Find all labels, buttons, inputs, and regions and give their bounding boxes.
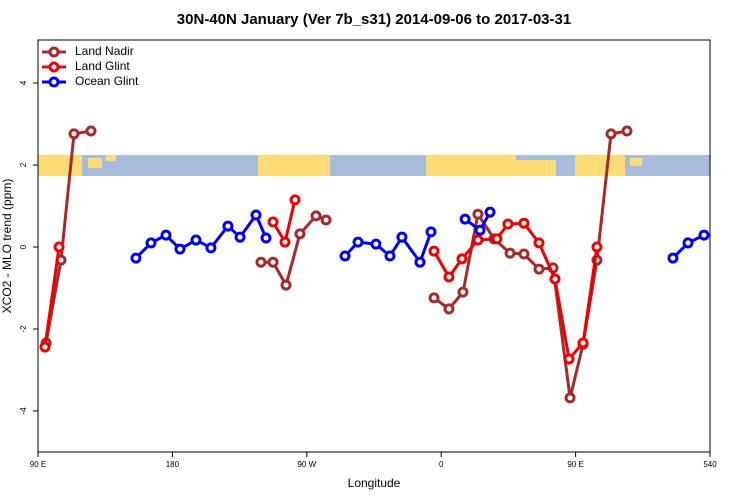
legend-marker [48, 61, 60, 73]
data-point [457, 286, 469, 298]
data-point [428, 292, 440, 304]
data-point [234, 231, 246, 243]
data-point [267, 256, 279, 268]
y-tick-label: 4 [19, 80, 28, 85]
data-point [533, 237, 545, 249]
data-point [605, 128, 617, 140]
data-point [621, 125, 633, 137]
data-point [698, 229, 710, 241]
data-point [53, 241, 65, 253]
data-point [443, 303, 455, 315]
data-point [39, 341, 51, 353]
legend-label: Land Nadir [75, 44, 134, 58]
data-point [255, 256, 267, 268]
legend-marker [48, 46, 60, 58]
data-point [472, 234, 484, 246]
x-tick-label: 90 E [567, 460, 583, 469]
data-point [85, 125, 97, 137]
data-point [491, 233, 503, 245]
data-point [339, 250, 351, 262]
data-point [533, 263, 545, 275]
data-point [667, 252, 679, 264]
y-axis-label: XCO2 - MLO trend (ppm) [0, 179, 14, 314]
data-point [352, 236, 364, 248]
data-point [320, 214, 332, 226]
y-tick-label: 0 [19, 244, 28, 249]
data-point [518, 217, 530, 229]
data-point [370, 238, 382, 250]
data-point [222, 220, 234, 232]
series-line [134, 212, 268, 260]
data-point [518, 248, 530, 260]
chart-title: 30N-40N January (Ver 7b_s31) 2014-09-06 … [177, 11, 571, 28]
data-point [549, 273, 561, 285]
x-tick-label: 180 [166, 460, 180, 469]
data-point [428, 245, 440, 257]
data-point [459, 213, 471, 225]
data-point [577, 337, 589, 349]
legend-label: Land Glint [75, 59, 130, 73]
x-tick-label: 0 [439, 460, 444, 469]
data-point [682, 237, 694, 249]
data-point [384, 250, 396, 262]
data-point [504, 247, 516, 259]
data-point [130, 252, 142, 264]
data-point [190, 234, 202, 246]
data-point [68, 128, 80, 140]
data-point [591, 241, 603, 253]
series-line [433, 129, 628, 399]
series-line [44, 129, 92, 344]
data-point [160, 229, 172, 241]
data-point [267, 216, 279, 228]
data-point [414, 256, 426, 268]
data-point [260, 232, 272, 244]
data-point [456, 253, 468, 265]
plot-frame [37, 39, 711, 453]
data-point [205, 242, 217, 254]
data-point [564, 392, 576, 404]
data-point [310, 210, 322, 222]
series-line [43, 246, 61, 348]
x-tick-label: 540 [703, 460, 717, 469]
data-point [250, 209, 262, 221]
data-point [294, 228, 306, 240]
map-strip [38, 155, 710, 176]
data-point [484, 206, 496, 218]
data-point [474, 224, 486, 236]
x-axis-label: Longitude [348, 476, 401, 490]
x-tick-label: 90 E [30, 460, 46, 469]
data-point [425, 226, 437, 238]
data-point [174, 243, 186, 255]
data-point [443, 271, 455, 283]
legend-marker [48, 76, 60, 88]
y-tick-label: -4 [19, 407, 28, 415]
y-tick-label: 2 [19, 162, 28, 167]
data-point [280, 279, 292, 291]
y-tick-label: -2 [19, 325, 28, 333]
data-point [472, 208, 484, 220]
x-tick-label: 90 W [297, 460, 316, 469]
data-point [289, 194, 301, 206]
data-point [563, 353, 575, 365]
data-point [502, 218, 514, 230]
data-point [396, 231, 408, 243]
data-point [145, 237, 157, 249]
data-point [279, 236, 291, 248]
legend-label: Ocean Glint [75, 74, 139, 88]
